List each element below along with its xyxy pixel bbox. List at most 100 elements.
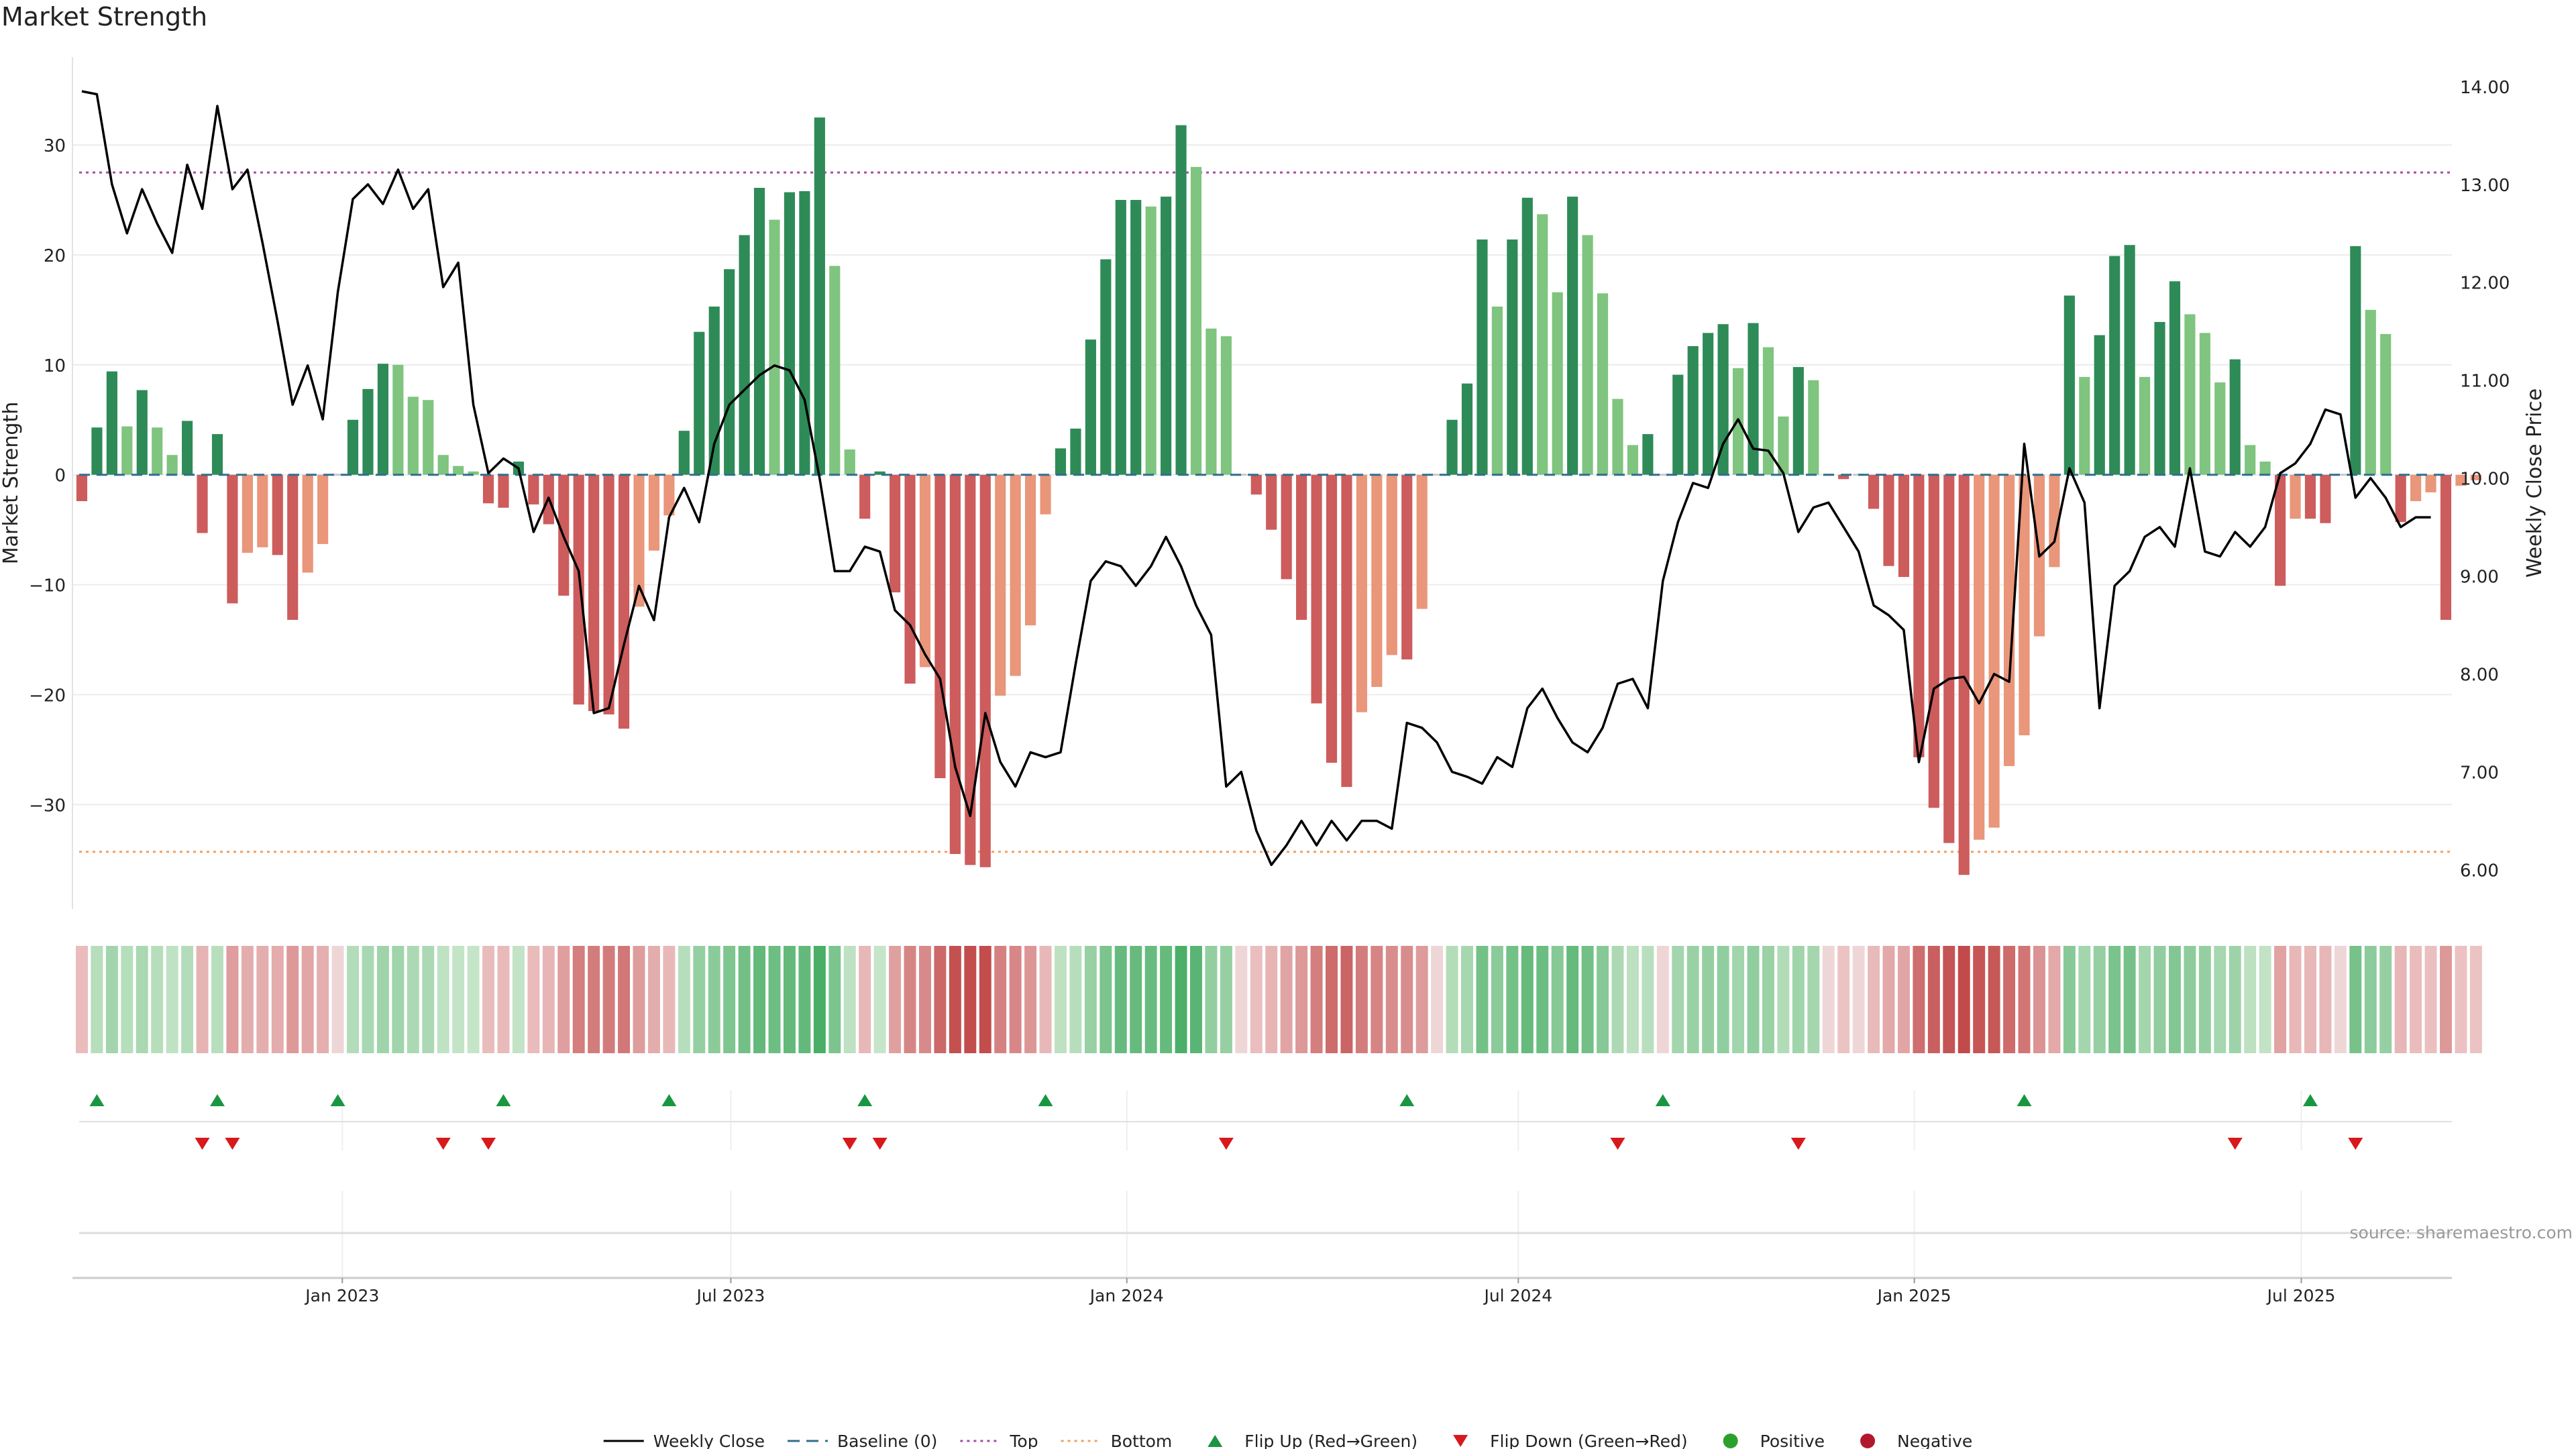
strength-bar [257, 474, 268, 547]
heat-cell [783, 946, 796, 1053]
heat-cell [1235, 946, 1248, 1053]
strength-bar [678, 431, 690, 475]
strength-bar [1401, 474, 1413, 660]
strength-bar [2365, 309, 2376, 475]
strength-bar [1190, 166, 1202, 475]
legend-swatch-negative [1860, 1434, 1876, 1448]
heat-cell [949, 946, 961, 1053]
strength-bar [347, 419, 359, 475]
strength-bar [377, 364, 388, 475]
strength-bar [1266, 474, 1277, 530]
heat-cell [347, 946, 360, 1053]
strength-bar [1748, 323, 1759, 475]
y2-tick-label: 7.00 [2460, 763, 2499, 784]
heat-cell [2304, 946, 2316, 1053]
strength-bar [2019, 474, 2030, 736]
strength-bar [2079, 376, 2090, 475]
x-tick-label: Jul 2025 [2266, 1286, 2336, 1305]
heat-cell [1190, 946, 1202, 1053]
heat-cell [1852, 946, 1865, 1053]
heat-cell [2274, 946, 2287, 1053]
flip-down-marker [2348, 1138, 2363, 1150]
heat-cell [286, 946, 299, 1053]
strength-bar [1386, 474, 1397, 655]
heat-cell [1250, 946, 1263, 1053]
strength-bar [423, 400, 434, 475]
heat-cell [1521, 946, 1534, 1053]
heat-cell [964, 946, 977, 1053]
heat-cell [2123, 946, 2136, 1053]
strength-bar [182, 421, 193, 475]
flip-up-marker [330, 1094, 345, 1106]
heat-cell [2033, 946, 2045, 1053]
legend-label: Positive [1760, 1432, 1825, 1449]
flip-down-marker [2227, 1138, 2243, 1150]
y2-tick-label: 11.00 [2460, 372, 2510, 392]
flip-down-marker [872, 1138, 888, 1150]
strength-bar [2154, 321, 2165, 475]
heat-cell [1868, 946, 1880, 1053]
strength-bar [1491, 306, 1503, 475]
heat-cell [663, 946, 676, 1053]
heat-cell [527, 946, 540, 1053]
flip-up-marker [857, 1094, 873, 1106]
heat-cell [76, 946, 88, 1053]
strength-bar [1521, 197, 1533, 475]
strength-bar [753, 188, 765, 475]
heat-cell [828, 946, 841, 1053]
legend-label: Top [1009, 1432, 1038, 1449]
flip-up-marker [2017, 1094, 2032, 1106]
legend-label: Flip Up (Red→Green) [1244, 1432, 1417, 1449]
strength-bar [1371, 474, 1383, 687]
heat-cell [105, 946, 118, 1053]
heat-cell [271, 946, 284, 1053]
strength-bar [1416, 474, 1428, 609]
heat-cell [798, 946, 811, 1053]
heat-cell [1732, 946, 1745, 1053]
strength-bar [1085, 339, 1096, 475]
heat-cell [1581, 946, 1594, 1053]
strength-bar [844, 449, 855, 475]
heat-cell [1747, 946, 1760, 1053]
flip-up-marker [210, 1094, 225, 1106]
source-credit: source: sharemaestro.com [2350, 1223, 2573, 1242]
heat-cell [2048, 946, 2061, 1053]
heat-cell [2003, 946, 2016, 1053]
heat-cell [1326, 946, 1338, 1053]
y-tick-label: −10 [29, 576, 66, 596]
strength-bar [2290, 474, 2301, 519]
strength-bar [2410, 474, 2422, 502]
heat-cell [2244, 946, 2257, 1053]
heat-cell [979, 946, 991, 1053]
heat-cell [1175, 946, 1187, 1053]
strength-bar [2350, 246, 2361, 475]
heat-cell [1009, 946, 1022, 1053]
heat-cell [1536, 946, 1549, 1053]
flip-down-marker [1790, 1138, 1806, 1150]
strength-bars-layer [76, 117, 2481, 875]
strength-bar [1552, 292, 1563, 475]
heat-cell [422, 946, 435, 1053]
strength-bar [2440, 474, 2452, 621]
strength-bar [1687, 345, 1699, 475]
heat-cell [136, 946, 148, 1053]
strength-bar [1657, 474, 1668, 476]
strength-bar [2380, 333, 2392, 475]
heat-cell [1295, 946, 1308, 1053]
strength-bar [995, 474, 1006, 696]
strength-bar [1582, 235, 1593, 475]
heat-cell [693, 946, 706, 1053]
strength-bar [2470, 474, 2481, 480]
x-tick-label: Jul 2024 [1483, 1286, 1552, 1305]
heat-cell [1310, 946, 1323, 1053]
heat-cell [2168, 946, 2181, 1053]
heat-cell [482, 946, 495, 1053]
strength-bar [1236, 474, 1247, 476]
y2-tick-label: 6.00 [2460, 861, 2499, 881]
heat-cell [437, 946, 449, 1053]
strength-bar [152, 427, 163, 475]
heat-cell [452, 946, 465, 1053]
heat-cell [181, 946, 194, 1053]
strength-bar [724, 269, 735, 475]
